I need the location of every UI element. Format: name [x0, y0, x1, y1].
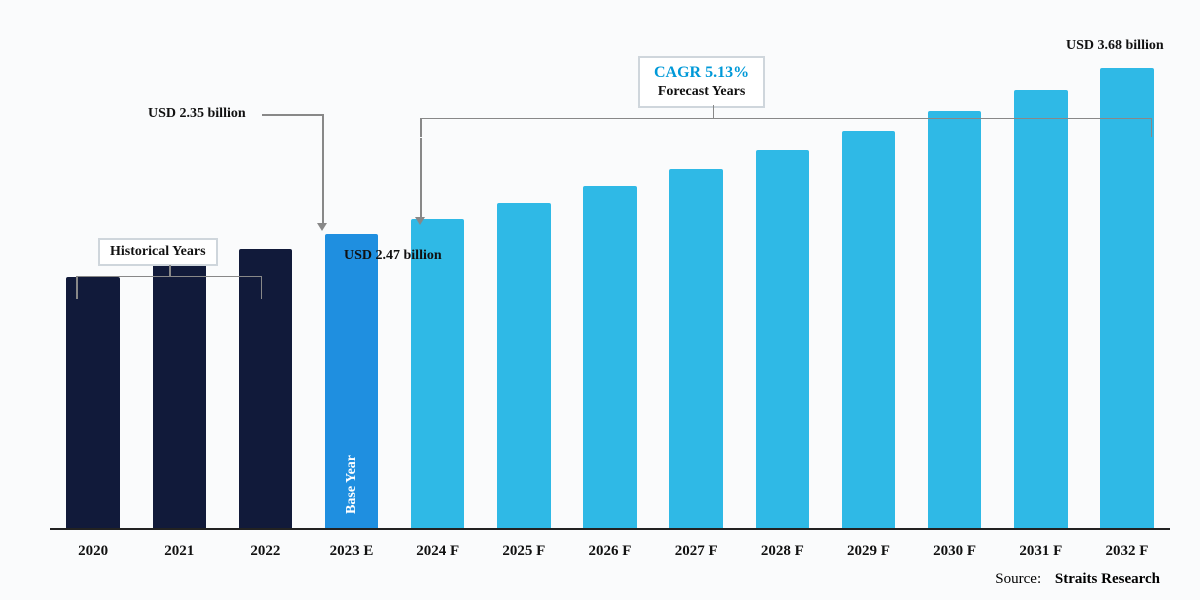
bar-slot — [825, 40, 911, 528]
historical-bracket — [76, 276, 262, 277]
bar-slot — [395, 40, 481, 528]
bar-2021 — [153, 263, 206, 528]
x-axis-label: 2028 F — [739, 543, 825, 560]
bar-2031f — [1014, 90, 1067, 528]
historical-years-text: Historical Years — [110, 244, 206, 259]
x-axis-label: 2024 F — [395, 543, 481, 560]
cagr-text: CAGR 5.13% — [654, 64, 749, 82]
x-axis-label: 2026 F — [567, 543, 653, 560]
bar-slot — [739, 40, 825, 528]
arrow-head-firstf — [415, 217, 425, 225]
source-attribution: Source: Straits Research — [995, 571, 1160, 588]
x-axis-label: 2029 F — [825, 543, 911, 560]
x-axis-label: 2030 F — [912, 543, 998, 560]
bar-slot — [481, 40, 567, 528]
x-axis-label: 2023 E — [308, 543, 394, 560]
source-label: Source: — [995, 571, 1041, 587]
bar-2027f — [669, 169, 722, 528]
bar-2029f — [842, 131, 895, 528]
bar-slot — [567, 40, 653, 528]
bar-2028f — [756, 150, 809, 528]
forecast-cagr-box: CAGR 5.13% Forecast Years — [638, 56, 765, 108]
bar-2020 — [66, 277, 119, 529]
bar-slot — [50, 40, 136, 528]
bar-slot — [653, 40, 739, 528]
bar-2022 — [239, 249, 292, 528]
bar-2030f — [928, 111, 981, 528]
arrow-seg-v2 — [420, 138, 422, 218]
x-axis-label: 2032 F — [1084, 543, 1170, 560]
arrow-head-base — [317, 223, 327, 231]
source-name: Straits Research — [1055, 571, 1160, 587]
x-axis-label: 2031 F — [998, 543, 1084, 560]
base-year-inbar-label: Base Year — [344, 455, 360, 514]
bar-2025f — [497, 203, 550, 528]
base-year-value-callout: USD 2.35 billion — [148, 106, 246, 122]
bar-2032f — [1100, 68, 1153, 528]
bar-2024f — [411, 219, 464, 528]
x-axis-label: 2027 F — [653, 543, 739, 560]
arrow-seg-h1 — [262, 114, 322, 116]
bar-slot — [998, 40, 1084, 528]
forecast-years-text: Forecast Years — [654, 84, 749, 100]
bar-slot — [1084, 40, 1170, 528]
x-axis-label: 2020 — [50, 543, 136, 560]
forecast-bracket — [420, 118, 1152, 119]
x-axis-label: 2022 — [222, 543, 308, 560]
bar-2026f — [583, 186, 636, 528]
x-axis-labels: 2020202120222023 E2024 F2025 F2026 F2027… — [50, 543, 1170, 560]
last-value-callout: USD 3.68 billion — [1066, 38, 1164, 54]
first-forecast-value-callout: USD 2.47 billion — [344, 248, 442, 264]
x-axis-label: 2025 F — [481, 543, 567, 560]
historical-years-box: Historical Years — [98, 238, 218, 266]
arrow-seg-v1 — [322, 114, 324, 224]
x-axis-label: 2021 — [136, 543, 222, 560]
bar-slot — [912, 40, 998, 528]
